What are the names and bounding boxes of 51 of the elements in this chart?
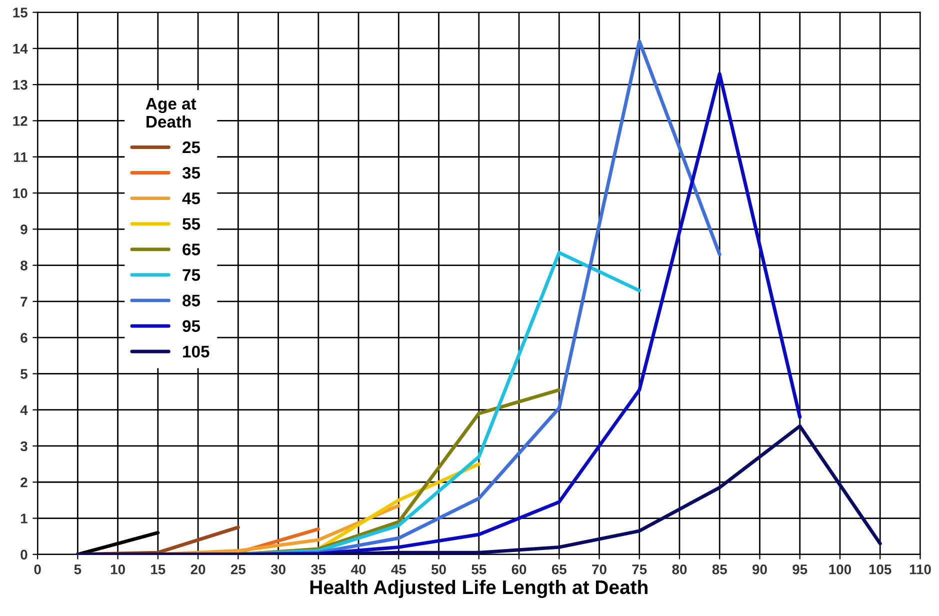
y-tick-label: 10 [13, 188, 28, 198]
x-tick-label: 65 [552, 564, 566, 574]
x-tick-label: 10 [110, 564, 125, 574]
y-tick-label: 6 [20, 332, 28, 343]
x-tick-label: 25 [230, 564, 246, 574]
y-tick-label: 11 [14, 152, 28, 162]
x-tick-label: 45 [391, 564, 406, 574]
legend-label: 35 [182, 166, 200, 179]
y-tick-label: 0 [20, 550, 28, 560]
legend-title: Age at Death [146, 98, 196, 128]
y-tick-label: 1 [20, 514, 28, 524]
x-tick-label: 5 [74, 564, 82, 574]
legend-label: 45 [182, 192, 200, 204]
y-tick-label: 3 [20, 441, 28, 452]
x-tick-label: 20 [190, 564, 206, 574]
y-tick-label: 13 [13, 80, 28, 90]
x-tick-label: 80 [672, 564, 687, 574]
x-tick-label: 55 [472, 564, 486, 574]
x-tick-label: 35 [311, 564, 326, 574]
x-tick-label: 105 [869, 564, 892, 574]
legend-label: 75 [182, 269, 200, 281]
x-tick-label: 100 [829, 564, 851, 574]
x-tick-label: 30 [270, 564, 286, 574]
legend-label: 25 [182, 141, 200, 154]
x-tick-label: 15 [151, 564, 166, 574]
y-tick-label: 2 [20, 477, 28, 488]
legend-label: 65 [182, 244, 200, 256]
y-tick-label: 12 [13, 116, 28, 126]
x-tick-label: 40 [351, 564, 366, 574]
legend-label: 105 [183, 346, 210, 358]
y-tick-label: 15 [13, 8, 28, 18]
legend-label: 85 [182, 294, 200, 306]
legend-label: 95 [182, 320, 200, 332]
x-tick-label: 85 [712, 564, 727, 574]
x-tick-label: 90 [752, 564, 767, 574]
line-series [76, 424, 882, 554]
x-tick-label: 0 [34, 564, 41, 574]
x-axis-title: Health Adjusted Life Length at Death [310, 580, 648, 598]
y-tick-label: 8 [20, 260, 28, 270]
x-tick-label: 110 [910, 564, 931, 574]
x-tick-label: 60 [512, 564, 526, 574]
x-tick-label: 70 [592, 564, 606, 574]
y-tick-label: 14 [13, 44, 28, 54]
x-tick-label: 75 [632, 564, 647, 574]
x-tick-label: 50 [431, 564, 446, 574]
y-tick-label: 4 [20, 405, 28, 415]
y-tick-label: 9 [20, 224, 28, 234]
y-tick-label: 7 [20, 296, 28, 306]
x-tick-label: 95 [792, 564, 808, 574]
legend-label: 55 [182, 218, 200, 230]
y-tick-label: 5 [20, 369, 28, 379]
